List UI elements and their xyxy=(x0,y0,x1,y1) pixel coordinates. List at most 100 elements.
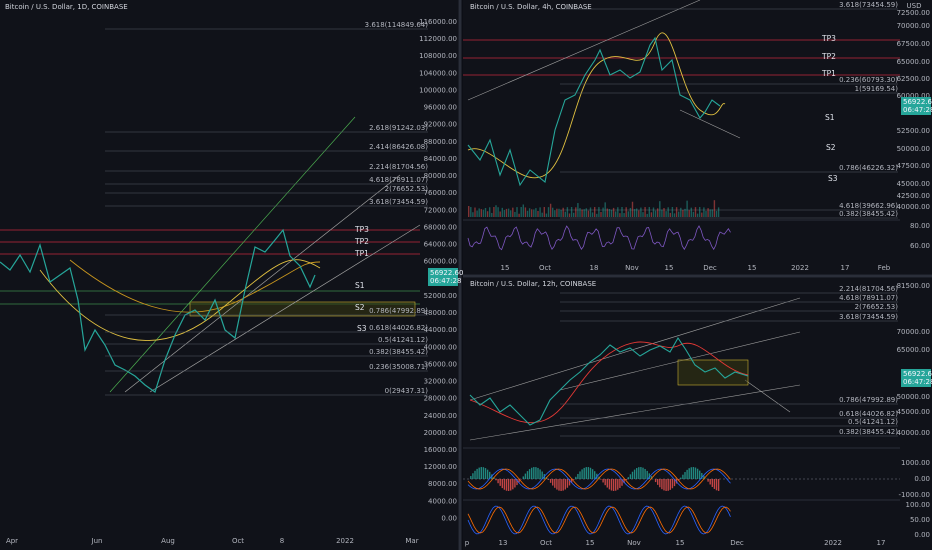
volume-bar xyxy=(585,208,587,217)
price-axis-label: 8000.00 xyxy=(428,480,457,488)
fib-level-label: 2.414(86426.08) xyxy=(369,143,428,151)
macd-bar xyxy=(594,471,596,479)
panel-12h xyxy=(463,278,932,550)
macd-bar xyxy=(587,467,590,479)
macd-bar xyxy=(696,468,699,479)
volume-bar xyxy=(596,213,598,217)
volume-bar xyxy=(489,207,491,217)
macd-bar xyxy=(602,479,604,483)
last-price-badge xyxy=(901,97,931,115)
price-axis-label: 48000.00 xyxy=(424,309,457,317)
macd-bar xyxy=(694,467,697,479)
macd-bar xyxy=(577,473,579,479)
macd-bar xyxy=(633,469,636,479)
time-axis-label: Oct xyxy=(540,539,552,547)
macd-bar xyxy=(568,479,571,486)
oscillator-axis-label: 80.00 xyxy=(910,222,930,230)
trend-line xyxy=(467,0,701,101)
macd-bar xyxy=(707,479,709,482)
time-axis-label: Oct xyxy=(232,537,244,545)
time-axis-label: 15 xyxy=(665,264,674,272)
macd-bar xyxy=(489,471,491,479)
volume-bar xyxy=(680,207,682,217)
macd-bar xyxy=(703,475,705,479)
fib-level-label: 2(76652.53) xyxy=(855,303,899,311)
volume-bar xyxy=(564,211,566,217)
macd-bar xyxy=(526,471,529,479)
price-axis-label: 116000.00 xyxy=(419,18,457,26)
volume-bar xyxy=(610,209,613,217)
volume-bar xyxy=(497,207,499,217)
macd-bar xyxy=(688,468,690,479)
chart-title: Bitcoin / U.S. Dollar, 12h, COINBASE xyxy=(470,280,596,288)
fib-level-label: 2.214(81704.56) xyxy=(369,163,428,171)
volume-bar xyxy=(581,209,583,217)
target-label: S3 xyxy=(357,324,367,333)
macd-bar xyxy=(701,472,703,479)
volume-bar xyxy=(547,207,550,217)
price-axis-label: 65000.00 xyxy=(897,58,930,66)
volume-bar xyxy=(631,201,634,217)
stoch-line xyxy=(467,506,731,534)
volume-bar xyxy=(619,213,621,217)
volume-bar xyxy=(476,210,478,217)
volume-bar xyxy=(510,210,512,217)
volume-bar xyxy=(478,208,480,217)
price-axis-label: 0.00 xyxy=(441,514,457,522)
volume-bar xyxy=(499,211,501,217)
volume-bar xyxy=(533,209,535,217)
countdown: 06:47:28 xyxy=(903,106,932,114)
macd-bar xyxy=(579,471,581,479)
macd-bar xyxy=(669,479,671,490)
volume-bar xyxy=(491,212,493,217)
time-axis-label: 17 xyxy=(877,539,886,547)
volume-bar xyxy=(608,208,611,217)
price-axis-label: 32000.00 xyxy=(424,378,457,386)
volume-bar xyxy=(568,213,571,217)
macd-bar xyxy=(606,479,608,488)
macd-bar xyxy=(554,479,556,488)
macd-bar xyxy=(648,473,650,479)
oscillator-axis-label: 0.00 xyxy=(914,475,930,483)
time-axis-label: 15 xyxy=(501,264,510,272)
fib-level-label: 0.236(35008.71) xyxy=(369,363,428,371)
volume-bar xyxy=(671,207,674,217)
last-price: 56922.60 xyxy=(903,98,932,106)
volume-bar xyxy=(579,208,581,217)
volume-bar xyxy=(470,207,472,217)
macd-bar xyxy=(547,479,550,480)
time-axis-label: Dec xyxy=(703,264,717,272)
volume-bar xyxy=(650,212,653,217)
macd-bar xyxy=(501,479,503,489)
time-axis-label: 17 xyxy=(841,264,850,272)
macd-bar xyxy=(610,479,613,491)
last-price-badge xyxy=(901,369,931,387)
zone xyxy=(189,301,416,317)
macd-bar xyxy=(570,479,573,483)
volume-bar xyxy=(482,209,485,217)
macd-bar xyxy=(507,479,510,491)
countdown: 06:47:28 xyxy=(903,378,932,386)
chart-title: Bitcoin / U.S. Dollar, 1D, COINBASE xyxy=(5,3,128,11)
macd-bar xyxy=(665,479,667,491)
fib-level-label: 0.382(38455.42) xyxy=(839,210,898,218)
generated-decor xyxy=(105,8,898,535)
macd-bar xyxy=(566,479,569,488)
fib-level-label: 2(76652.53) xyxy=(385,185,429,193)
volume-bar xyxy=(642,212,644,217)
last-price-badge xyxy=(428,268,458,286)
macd-bar xyxy=(585,467,587,479)
time-axis-label: 13 xyxy=(499,539,508,547)
macd-bar xyxy=(510,479,512,491)
macd-bar xyxy=(675,479,678,484)
macd-bar xyxy=(654,479,657,483)
price-axis-label: 68000.00 xyxy=(424,223,457,231)
macd-bar xyxy=(531,467,533,479)
macd-bar xyxy=(678,479,680,481)
volume-bar xyxy=(507,208,510,217)
target-label: S1 xyxy=(825,113,835,122)
macd-bar xyxy=(631,471,634,479)
macd-bar xyxy=(640,467,642,479)
volume-bar xyxy=(665,211,667,217)
price-axis-label: 16000.00 xyxy=(424,446,457,454)
